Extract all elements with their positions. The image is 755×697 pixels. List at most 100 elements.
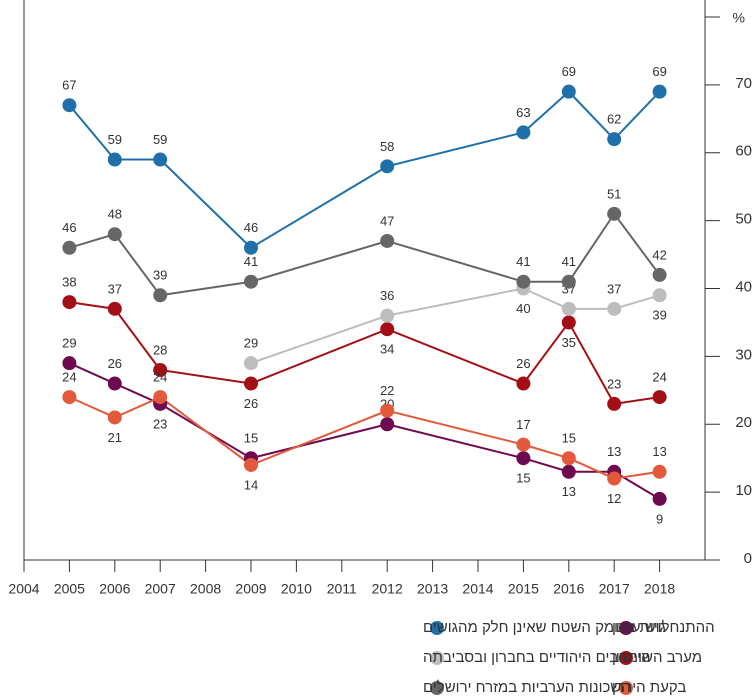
x-tick-label: 2007 (145, 581, 176, 597)
data-point (62, 240, 77, 255)
data-label: 29 (244, 336, 258, 351)
data-point (107, 410, 122, 425)
data-point (62, 390, 77, 405)
legend-label: מערב השומרון (612, 649, 702, 666)
x-tick-label: 2004 (8, 581, 39, 597)
data-label: 14 (244, 477, 258, 492)
data-point (380, 159, 395, 174)
y-tick-label: 10 (735, 482, 752, 499)
data-point (107, 152, 122, 167)
data-label: 39 (153, 268, 167, 283)
y-tick-label: 30 (735, 346, 752, 363)
data-point (380, 322, 395, 337)
data-point (153, 390, 168, 405)
data-point (244, 274, 258, 289)
legend-marker (619, 651, 633, 665)
data-point (153, 362, 168, 377)
y-tick-label: 50 (735, 211, 752, 228)
data-label: 17 (516, 417, 530, 432)
data-point (607, 471, 622, 486)
data-point (607, 132, 622, 147)
y-tick-label: % (733, 10, 745, 26)
data-label: 59 (108, 132, 122, 147)
data-point (380, 308, 395, 323)
series-line (250, 287, 660, 365)
data-point (244, 356, 258, 371)
data-point (153, 288, 168, 303)
data-point (62, 98, 77, 113)
data-point (107, 227, 122, 242)
data-label: 26 (108, 356, 122, 371)
data-point (561, 301, 576, 316)
data-point (516, 451, 531, 466)
data-point (652, 288, 667, 303)
data-label: 37 (108, 281, 122, 296)
legend-marker (619, 621, 633, 635)
data-point (561, 84, 576, 99)
data-point (607, 206, 622, 221)
data-point (561, 274, 576, 289)
data-label: 22 (380, 383, 394, 398)
data-label: 58 (380, 139, 394, 154)
data-label: 62 (607, 112, 621, 127)
data-label: 46 (244, 220, 258, 235)
data-label: 35 (562, 335, 576, 350)
data-point (62, 356, 77, 371)
data-point (107, 376, 122, 391)
x-tick-label: 2015 (508, 581, 539, 597)
legend-marker (619, 681, 633, 695)
data-point (561, 315, 576, 330)
data-label: 23 (153, 416, 167, 431)
data-point (607, 396, 622, 411)
x-tick-label: 2008 (190, 581, 221, 597)
data-label: 36 (380, 288, 394, 303)
data-point (380, 233, 395, 248)
x-tick-label: 2017 (599, 581, 630, 597)
data-point (244, 376, 258, 391)
data-label: 47 (380, 213, 394, 228)
data-label: 48 (108, 207, 122, 222)
data-point (652, 491, 667, 506)
data-label: 41 (562, 254, 576, 269)
data-label: 34 (380, 342, 394, 357)
data-point (652, 464, 667, 479)
legend-marker (430, 681, 444, 695)
y-tick-label: 70 (735, 75, 752, 92)
data-label: 13 (562, 484, 576, 499)
data-label: 15 (562, 431, 576, 446)
x-tick-label: 2012 (372, 581, 403, 597)
data-label: 13 (652, 444, 666, 459)
data-label: 69 (562, 64, 576, 79)
data-label: 13 (607, 444, 621, 459)
x-tick-label: 2010 (281, 581, 312, 597)
data-label: 28 (153, 342, 167, 357)
data-label: 39 (652, 308, 666, 323)
x-tick-label: 2014 (462, 581, 493, 597)
data-label: 59 (153, 132, 167, 147)
legend-marker (430, 651, 444, 665)
legend-label: גוש עציון (612, 619, 666, 636)
data-label: 29 (62, 336, 76, 351)
data-point (244, 457, 258, 472)
legend-marker (430, 621, 444, 635)
data-point (153, 152, 168, 167)
data-point (607, 301, 622, 316)
data-label: 38 (62, 275, 76, 290)
data-label: 69 (652, 64, 666, 79)
data-label: 9 (656, 511, 663, 526)
data-label: 26 (516, 356, 530, 371)
data-label: 42 (652, 247, 666, 262)
x-tick-label: 2011 (327, 581, 357, 597)
data-point (107, 301, 122, 316)
data-point (516, 125, 531, 140)
data-label: 23 (607, 376, 621, 391)
x-tick-label: 2009 (235, 581, 266, 597)
data-point (62, 295, 77, 310)
series-line (68, 90, 661, 250)
x-tick-label: 2018 (644, 581, 675, 597)
data-label: 51 (607, 186, 621, 201)
y-tick-label: 40 (735, 278, 752, 295)
legend-label: היישובים היהודיים בחברון ובסביבתה (423, 649, 650, 666)
data-point (380, 403, 395, 418)
